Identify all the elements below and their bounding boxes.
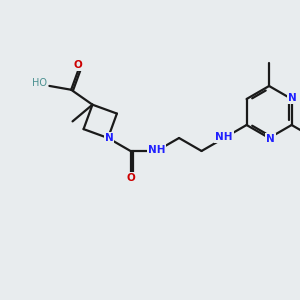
- Text: N: N: [288, 93, 297, 103]
- Text: N: N: [105, 133, 113, 143]
- Text: N: N: [266, 134, 274, 144]
- Text: NH: NH: [215, 132, 233, 142]
- Text: HO: HO: [32, 78, 47, 88]
- Text: O: O: [74, 60, 83, 70]
- Text: NH: NH: [148, 145, 165, 155]
- Text: O: O: [126, 173, 135, 183]
